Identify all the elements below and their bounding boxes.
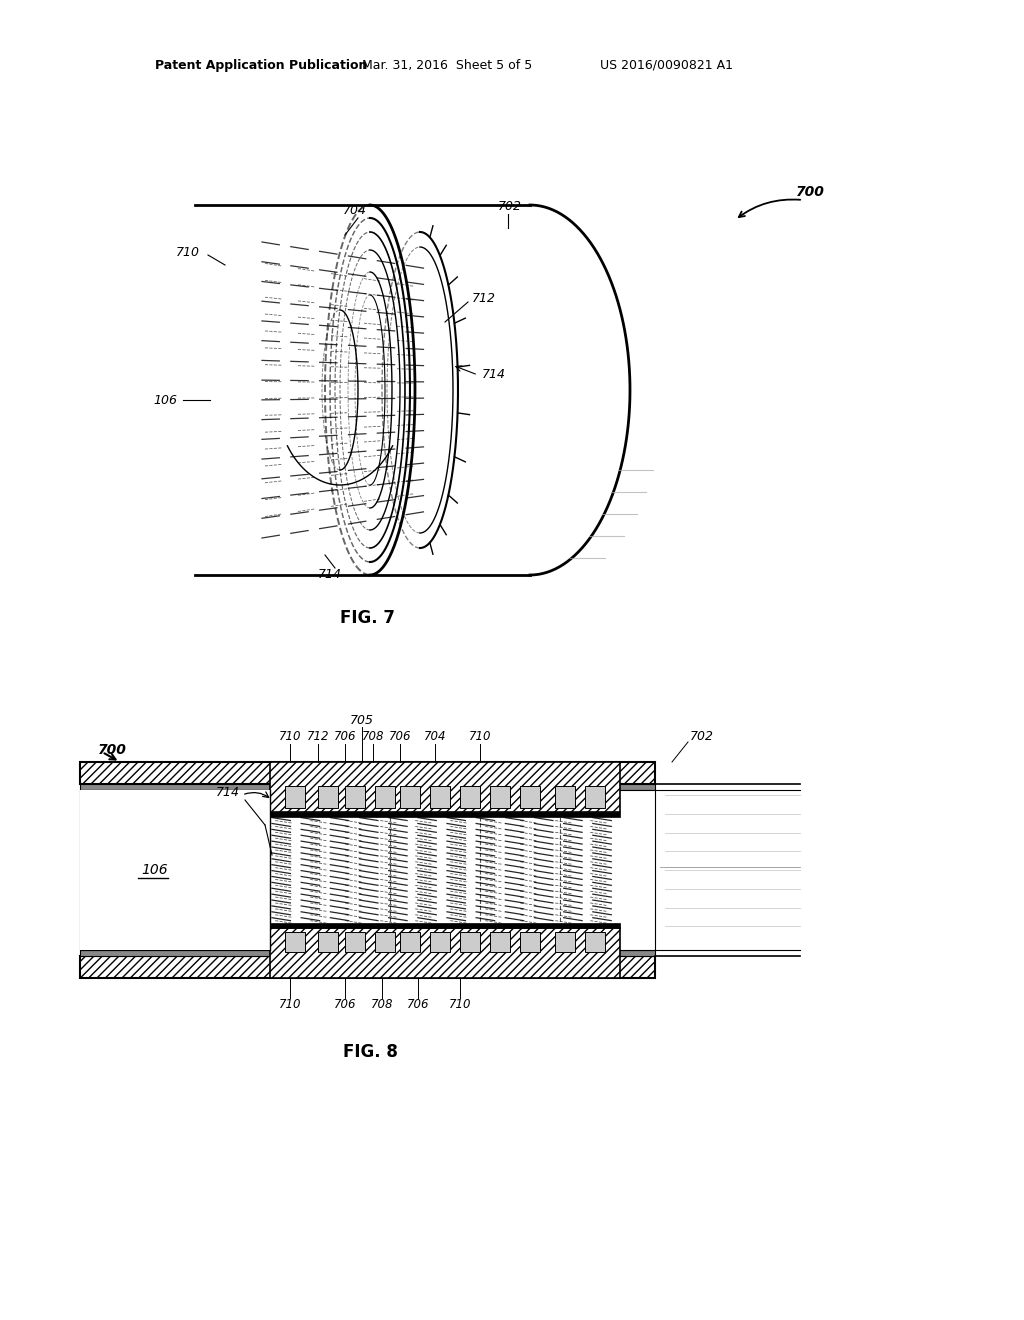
Text: 710: 710 — [469, 730, 492, 743]
Bar — [345, 932, 365, 952]
Bar — [375, 785, 395, 808]
Text: 106: 106 — [153, 393, 177, 407]
Text: 702: 702 — [498, 199, 522, 213]
Text: 706: 706 — [389, 730, 412, 743]
Text: 706: 706 — [334, 998, 356, 1011]
Bar — [345, 785, 365, 808]
Text: 714: 714 — [318, 569, 342, 582]
Bar — [80, 950, 655, 956]
Bar — [80, 789, 270, 950]
Bar — [400, 785, 420, 808]
Bar — [460, 785, 480, 808]
Bar — [270, 812, 620, 817]
Text: Mar. 31, 2016  Sheet 5 of 5: Mar. 31, 2016 Sheet 5 of 5 — [362, 58, 532, 71]
Text: 708: 708 — [371, 998, 393, 1011]
Bar — [80, 789, 655, 950]
Text: 714: 714 — [482, 368, 506, 381]
Text: 706: 706 — [407, 998, 429, 1011]
Bar — [80, 956, 655, 978]
Bar — [318, 785, 338, 808]
Bar — [555, 785, 575, 808]
Text: 702: 702 — [690, 730, 714, 743]
Bar — [80, 784, 655, 789]
Bar — [490, 932, 510, 952]
Bar — [585, 932, 605, 952]
Text: Patent Application Publication: Patent Application Publication — [155, 58, 368, 71]
Bar — [270, 923, 620, 928]
Text: 704: 704 — [424, 730, 446, 743]
Text: 705: 705 — [350, 714, 374, 726]
Bar — [430, 785, 450, 808]
Text: 700: 700 — [98, 743, 127, 756]
Bar — [318, 932, 338, 952]
Bar — [490, 785, 510, 808]
Bar — [520, 785, 540, 808]
Text: 714: 714 — [216, 787, 240, 800]
Text: 704: 704 — [343, 203, 367, 216]
Bar — [285, 785, 305, 808]
Text: 708: 708 — [361, 730, 384, 743]
Text: 710: 710 — [176, 246, 200, 259]
Text: 106: 106 — [141, 863, 168, 876]
Text: 706: 706 — [334, 730, 356, 743]
Text: FIG. 7: FIG. 7 — [341, 609, 395, 627]
Text: 710: 710 — [279, 730, 301, 743]
Bar — [430, 932, 450, 952]
Bar — [460, 932, 480, 952]
Bar — [375, 932, 395, 952]
Bar — [585, 785, 605, 808]
Bar — [270, 928, 620, 978]
Text: 712: 712 — [307, 730, 330, 743]
Text: US 2016/0090821 A1: US 2016/0090821 A1 — [600, 58, 733, 71]
Text: 710: 710 — [449, 998, 471, 1011]
Text: 710: 710 — [279, 998, 301, 1011]
Bar — [285, 932, 305, 952]
Bar — [80, 762, 655, 784]
Bar — [520, 932, 540, 952]
Bar — [400, 932, 420, 952]
Bar — [270, 762, 620, 812]
Text: 712: 712 — [472, 292, 496, 305]
Text: 700: 700 — [796, 185, 824, 199]
Text: FIG. 8: FIG. 8 — [343, 1043, 397, 1061]
Bar — [555, 932, 575, 952]
